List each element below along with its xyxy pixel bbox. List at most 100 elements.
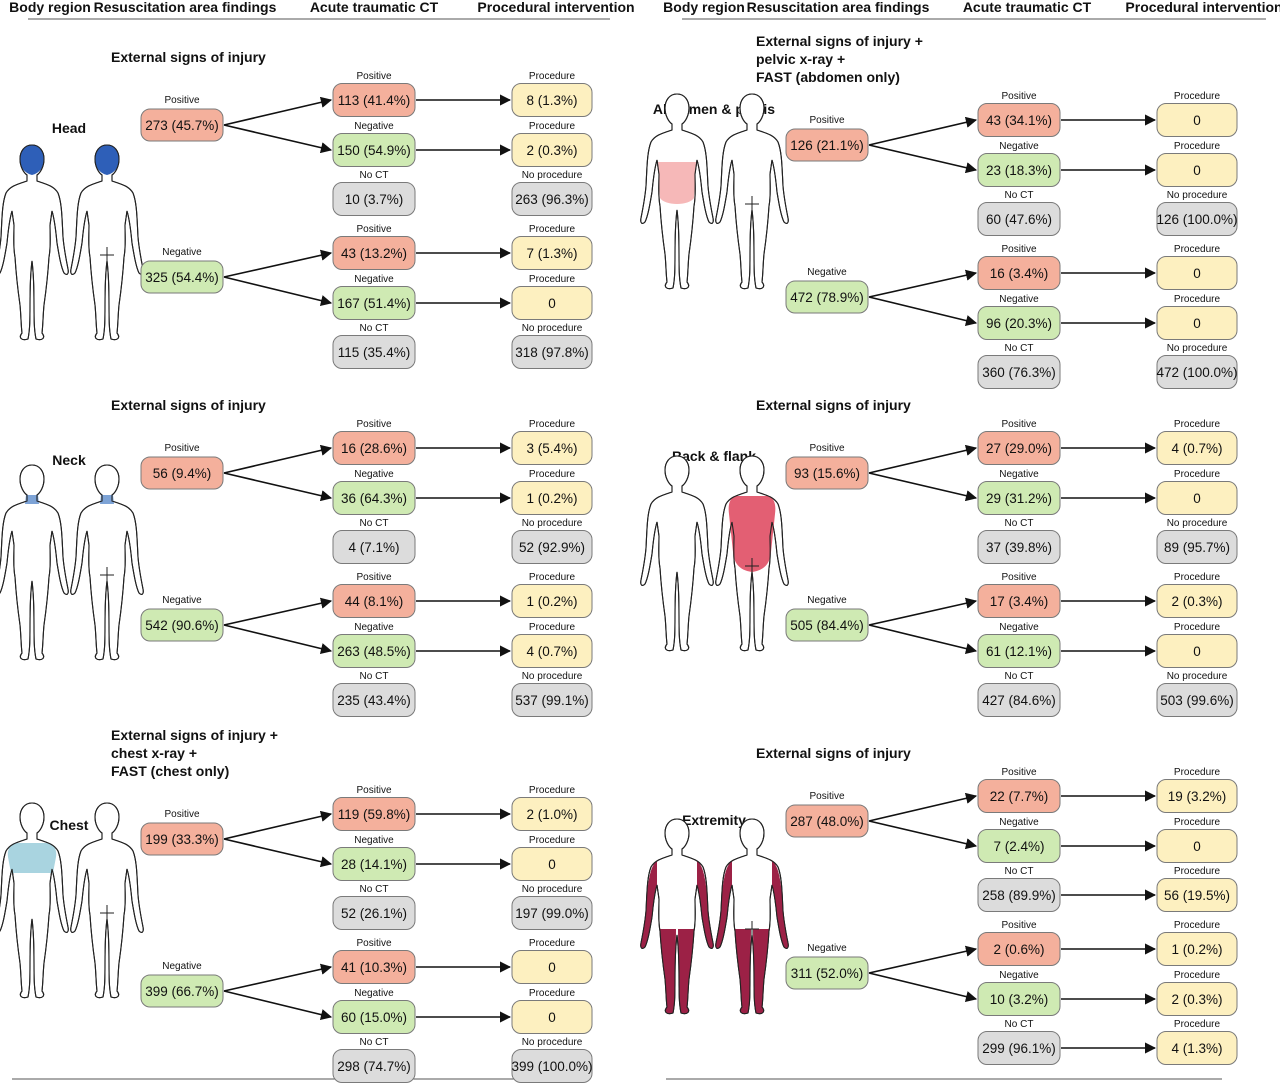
procedure-caption: Procedure bbox=[529, 121, 576, 132]
procedure-box-shape bbox=[511, 431, 593, 465]
panel-title: FAST (abdomen only) bbox=[756, 69, 900, 85]
ct-result-box-value: 17 (3.4%) bbox=[990, 594, 1049, 609]
ct-result-box-value: 427 (84.6%) bbox=[982, 693, 1056, 708]
ct-result-box: 299 (96.1%) bbox=[977, 1031, 1061, 1065]
procedure-caption: Procedure bbox=[1174, 244, 1221, 255]
body-figure-front-icon bbox=[0, 802, 69, 999]
body-figure-front-icon bbox=[640, 455, 714, 652]
body-outline-stroke bbox=[0, 144, 69, 341]
ct-result-box: 36 (64.3%) bbox=[332, 481, 416, 515]
ct-caption: Positive bbox=[356, 938, 391, 949]
procedure-box-shape bbox=[511, 83, 593, 117]
ct-result-box: 23 (18.3%) bbox=[977, 153, 1061, 187]
finding-box-value: 472 (78.9%) bbox=[790, 290, 864, 305]
procedure-box-shape bbox=[1156, 306, 1238, 340]
procedure-box-value: 472 (100.0%) bbox=[1156, 365, 1237, 380]
procedure-box-value: 537 (99.1%) bbox=[515, 693, 589, 708]
finding-box-value: 325 (54.4%) bbox=[145, 270, 219, 285]
body-region-label: Head bbox=[52, 120, 86, 136]
procedure-caption: Procedure bbox=[529, 469, 576, 480]
ct-result-box-value: 115 (35.4%) bbox=[338, 345, 411, 360]
ct-result-box-value: 44 (8.1%) bbox=[345, 594, 404, 609]
back-mark bbox=[745, 558, 759, 574]
body-region-label: Neck bbox=[52, 452, 86, 468]
body-figure-back-icon bbox=[70, 464, 144, 661]
finding-box-shape bbox=[140, 822, 224, 856]
ct-result-box-value: 22 (7.7%) bbox=[990, 789, 1049, 804]
ct-result-box: 115 (35.4%) bbox=[332, 335, 416, 369]
procedure-box: 3 (5.4%) bbox=[511, 431, 593, 465]
body-figure-back-icon bbox=[715, 818, 789, 1015]
column-header-left-1: Resuscitation area findings bbox=[94, 0, 277, 15]
procedure-box: 2 (0.3%) bbox=[1156, 584, 1238, 618]
ct-result-box: 263 (48.5%) bbox=[332, 634, 416, 668]
ct-result-box-value: 10 (3.7%) bbox=[345, 192, 404, 207]
procedure-box-shape bbox=[1156, 584, 1238, 618]
ct-result-box-shape bbox=[332, 236, 416, 270]
column-header-left-3: Procedural intervention bbox=[477, 0, 634, 15]
procedure-caption: Procedure bbox=[529, 988, 576, 999]
ct-result-box-shape bbox=[332, 530, 416, 564]
finding-to-ct-arrow bbox=[868, 624, 978, 655]
procedure-box-value: 2 (1.0%) bbox=[526, 807, 577, 822]
procedure-caption: Procedure bbox=[1174, 294, 1221, 305]
ct-result-box-value: 60 (47.6%) bbox=[986, 212, 1052, 227]
procedure-box-shape bbox=[511, 847, 593, 881]
ct-result-box-shape bbox=[977, 306, 1061, 340]
column-header-right-3: Procedural intervention bbox=[1125, 0, 1280, 15]
procedure-box-value: 4 (0.7%) bbox=[526, 644, 577, 659]
finding-group-negative: Negative 542 (90.6%) Positive 44 (8.1%) Proc… bbox=[140, 572, 593, 717]
finding-to-ct-arrow bbox=[868, 945, 978, 974]
panel-head: External signs of injury Head Positive 273 … bbox=[0, 49, 593, 369]
finding-box-shape bbox=[785, 128, 869, 162]
ct-result-box-shape bbox=[332, 481, 416, 515]
procedure-box: 1 (0.2%) bbox=[1156, 932, 1238, 966]
ct-result-box: 61 (12.1%) bbox=[977, 634, 1061, 668]
ct-caption: Negative bbox=[354, 988, 394, 999]
ct-result-box: 44 (8.1%) bbox=[332, 584, 416, 618]
ct-result-box-value: 43 (13.2%) bbox=[341, 246, 407, 261]
procedure-box-value: 0 bbox=[548, 960, 556, 975]
panel-title: External signs of injury bbox=[756, 397, 911, 413]
ct-result-box-value: 61 (12.1%) bbox=[986, 644, 1052, 659]
ct-result-box: 17 (3.4%) bbox=[977, 584, 1061, 618]
ct-result-box-value: 299 (96.1%) bbox=[982, 1041, 1056, 1056]
ct-caption: No CT bbox=[360, 518, 389, 529]
finding-group-positive: Positive 93 (15.6%) Positive 27 (29.0%) Proc… bbox=[785, 419, 1238, 564]
ct-result-box: 4 (7.1%) bbox=[332, 530, 416, 564]
procedure-caption: Procedure bbox=[1174, 970, 1221, 981]
procedure-box-value: 19 (3.2%) bbox=[1168, 789, 1227, 804]
procedure-box: 4 (0.7%) bbox=[1156, 431, 1238, 465]
ct-result-box-shape bbox=[977, 431, 1061, 465]
panel-extremity: External signs of injury Extremity Positiv… bbox=[640, 745, 1238, 1065]
ct-result-box-shape bbox=[977, 153, 1061, 187]
head-highlight bbox=[20, 145, 44, 175]
procedure-box-shape bbox=[1156, 634, 1238, 668]
procedure-caption: Procedure bbox=[529, 938, 576, 949]
panel-chest: External signs of injury + chest x-ray + F… bbox=[0, 727, 593, 1083]
procedure-caption: No procedure bbox=[1167, 671, 1228, 682]
ct-caption: Positive bbox=[1001, 91, 1036, 102]
body-figure-back-icon bbox=[70, 802, 144, 999]
procedure-box-value: 1 (0.2%) bbox=[1171, 942, 1222, 957]
finding-box-shape bbox=[140, 456, 224, 490]
body-figure-back-icon bbox=[70, 144, 144, 341]
procedure-box-value: 0 bbox=[1193, 316, 1201, 331]
procedure-box: 52 (92.9%) bbox=[511, 530, 593, 564]
finding-caption: Positive bbox=[809, 791, 844, 802]
procedure-caption: No procedure bbox=[1167, 190, 1228, 201]
procedure-caption: Procedure bbox=[529, 224, 576, 235]
procedure-box-shape bbox=[511, 481, 593, 515]
procedure-box: 0 bbox=[1156, 634, 1238, 668]
procedure-box-shape bbox=[1156, 932, 1238, 966]
procedure-box: 7 (1.3%) bbox=[511, 236, 593, 270]
procedure-box-value: 0 bbox=[1193, 644, 1201, 659]
ct-caption: Positive bbox=[356, 572, 391, 583]
procedure-box-shape bbox=[511, 182, 593, 216]
procedure-box-shape bbox=[1156, 829, 1238, 863]
procedure-box-value: 4 (0.7%) bbox=[1171, 441, 1222, 456]
ct-caption: Negative bbox=[999, 970, 1039, 981]
procedure-box: 0 bbox=[511, 950, 593, 984]
procedure-caption: Procedure bbox=[529, 785, 576, 796]
procedure-box: 2 (1.0%) bbox=[511, 797, 593, 831]
